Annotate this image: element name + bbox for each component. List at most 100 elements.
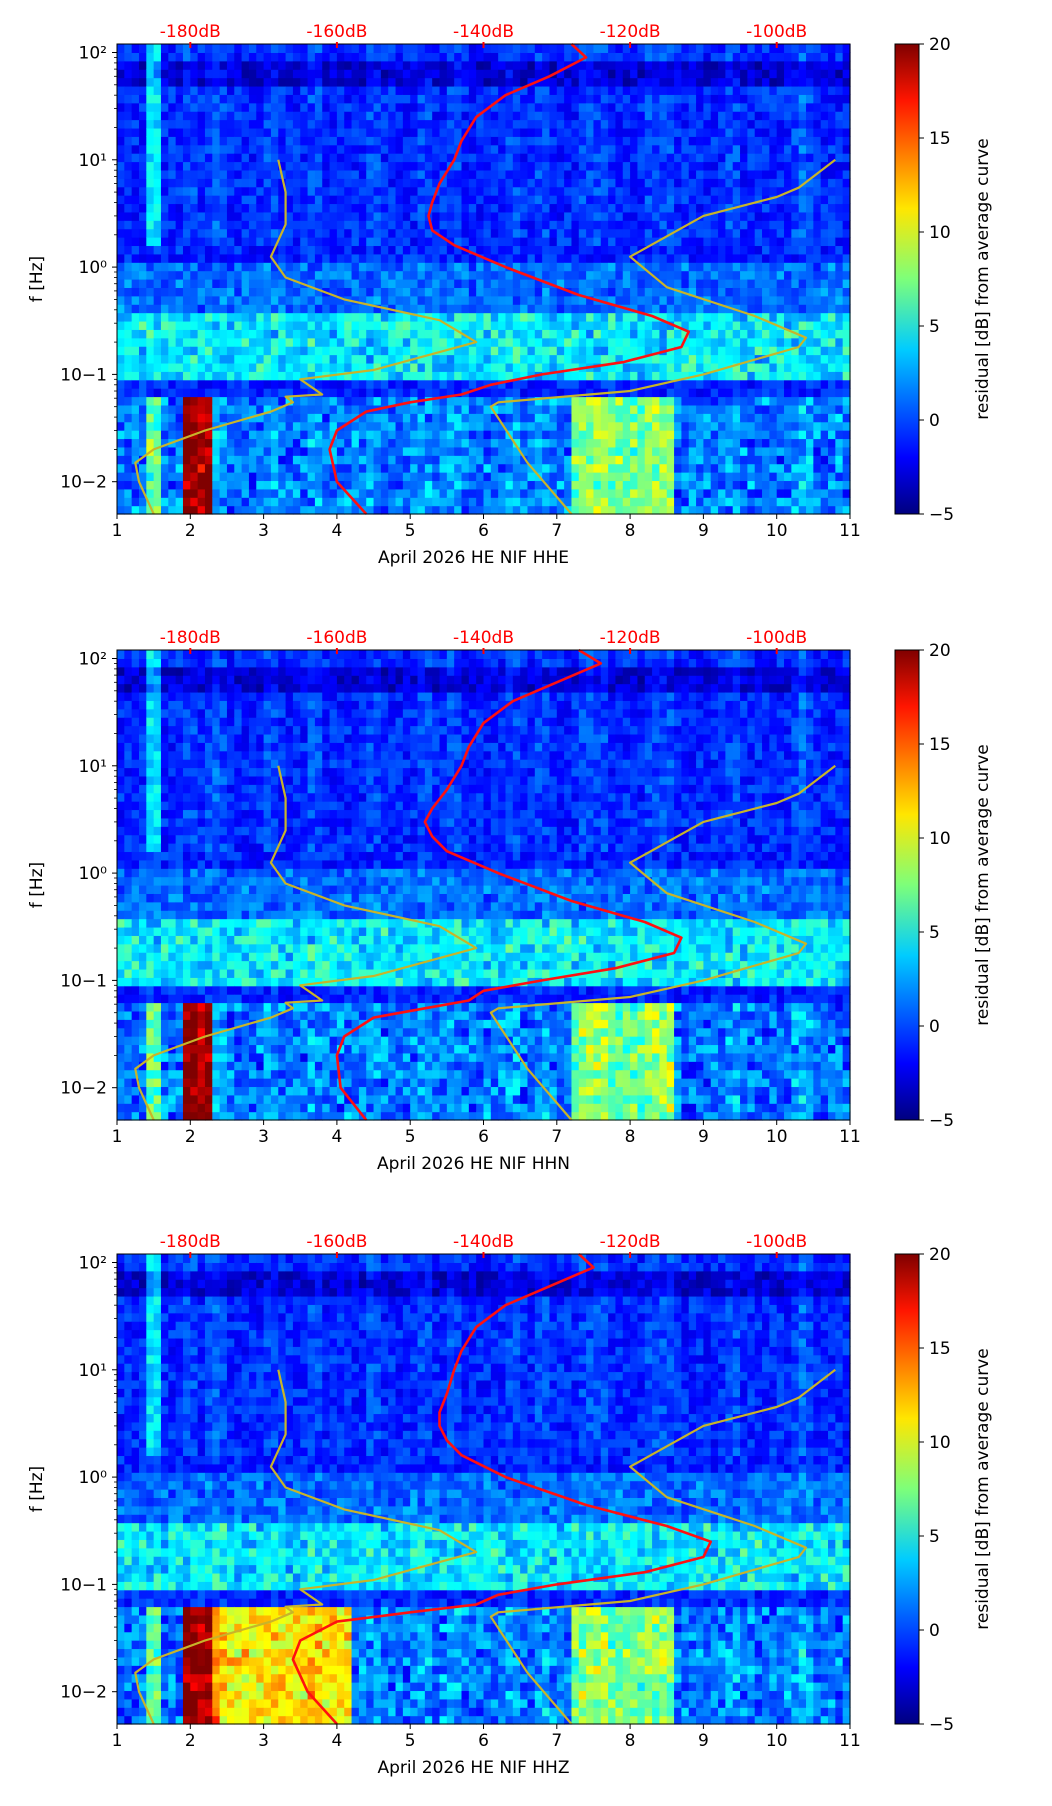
x-tick-label: 9 [698,1731,709,1751]
x-tick-label: 9 [698,521,709,541]
x-tick-label: 11 [839,1127,861,1147]
low-noise-model-curve [134,159,478,515]
x-tick-label: 9 [698,1127,709,1147]
x-tick-label: 4 [331,521,342,541]
colorbar-tick-label: 0 [929,1017,940,1037]
x-tick-label: 1 [112,1731,123,1751]
colorbar-tick-label: 0 [929,411,940,431]
db-tick-label: -180dB [160,1232,221,1252]
colorbar-tick-label: −5 [929,1715,954,1735]
x-tick-label: 4 [331,1127,342,1147]
x-tick-label: 3 [258,1127,269,1147]
x-tick-label: 2 [185,1127,196,1147]
x-tick-label: 3 [258,521,269,541]
x-tick-label: 7 [551,1127,562,1147]
db-tick-label: -120dB [600,1232,661,1252]
x-tick-label: 8 [625,1127,636,1147]
db-tick-label: -100dB [746,1232,807,1252]
colorbar: 20 15 10 5 0 −5 residual [dB] from average cur… [894,1245,993,1735]
x-tick-label: 6 [478,521,489,541]
heatmap [117,1254,851,1725]
y-tick-label: 10−2 [60,1683,107,1703]
mean-psd-curve [291,1253,713,1725]
x-tick-label: 6 [478,1731,489,1751]
colorbar-tick-label: 0 [929,1621,940,1641]
db-tick-label: -140dB [453,628,514,648]
y-tick-label: 10² [79,1253,107,1273]
spectrogram-panel-1: 1 2 3 4 5 6 7 8 9 10 11 April 2026 HE NIF HHE 10−2 10… [27,22,993,568]
y-tick-label: 10¹ [79,151,107,171]
high-noise-model-curve [489,764,836,1121]
db-tick-label: -120dB [600,22,661,42]
colorbar-tick-label: 15 [929,129,951,149]
x-tick-label: 6 [478,1127,489,1147]
db-tick-label: -120dB [600,628,661,648]
colorbar: 20 15 10 5 0 −5 residual [dB] from average cur… [894,641,993,1131]
x-tick-label: 3 [258,1731,269,1751]
y-tick-label: 10−1 [60,971,107,991]
x-tick-label: 4 [331,1731,342,1751]
x-tick-label: 11 [839,521,861,541]
spectrogram-panel-3: 1 2 3 4 5 6 7 8 9 10 11 April 2026 HE NIF HHZ 10−2 10… [27,1232,993,1778]
x-axis-label: April 2026 HE NIF HHN [377,1154,570,1174]
x-tick-label: 5 [405,1127,416,1147]
low-noise-model-curve [134,1369,478,1725]
high-noise-model-curve [489,1368,836,1725]
colorbar-tick-label: 10 [929,829,951,849]
colorbar-tick-label: 15 [929,1339,951,1359]
db-tick-label: -100dB [746,628,807,648]
colorbar-tick-label: 15 [929,735,951,755]
low-noise-model-curve [134,765,478,1121]
y-tick-label: 10¹ [79,757,107,777]
y-tick-label: 10−1 [60,365,107,385]
y-tick-label: 10−2 [60,473,107,493]
db-tick-label: -140dB [453,22,514,42]
colorbar-tick-label: −5 [929,1111,954,1131]
y-axis-label: f [Hz] [27,1466,47,1512]
mean-psd-curve [335,648,683,1121]
spectrogram-panel-2: 1 2 3 4 5 6 7 8 9 10 11 April 2026 HE NIF HHN 10−2 10… [27,628,993,1174]
x-tick-label: 10 [766,1731,788,1751]
y-axis-label: f [Hz] [27,256,47,302]
db-tick-label: -160dB [306,1232,367,1252]
x-tick-label: 2 [185,1731,196,1751]
x-tick-label: 8 [625,1731,636,1751]
x-tick-label: 8 [625,521,636,541]
x-axis-label: April 2026 HE NIF HHZ [378,1758,570,1778]
db-tick-label: -100dB [746,22,807,42]
y-tick-label: 10−1 [60,1575,107,1595]
db-tick-label: -160dB [306,628,367,648]
y-tick-label: 10⁰ [79,864,108,884]
y-tick-label: 10¹ [79,1361,107,1381]
colorbar-tick-label: 20 [929,35,951,55]
y-tick-label: 10−2 [60,1079,107,1099]
colorbar-label: residual [dB] from average curve [973,138,993,419]
x-tick-label: 10 [766,521,788,541]
colorbar-tick-label: 10 [929,223,951,243]
y-tick-label: 10² [79,649,107,669]
x-tick-label: 7 [551,1731,562,1751]
colorbar-tick-label: 20 [929,1245,951,1265]
mean-psd-curve [328,43,691,515]
colorbar: 20 15 10 5 0 −5 residual [dB] from average cur… [894,35,993,525]
db-tick-label: -160dB [306,22,367,42]
colorbar-tick-label: 5 [929,317,940,337]
x-tick-label: 10 [766,1127,788,1147]
colorbar-tick-label: 10 [929,1433,951,1453]
heatmap [117,650,851,1121]
x-tick-label: 7 [551,521,562,541]
x-axis-label: April 2026 HE NIF HHE [378,548,569,568]
colorbar-label: residual [dB] from average curve [973,1348,993,1629]
colorbar-tick-label: 5 [929,1527,940,1547]
db-tick-label: -140dB [453,1232,514,1252]
colorbar-tick-label: 5 [929,923,940,943]
x-tick-label: 2 [185,521,196,541]
y-tick-label: 10⁰ [79,258,108,278]
high-noise-model-curve [489,158,836,515]
colorbar-tick-label: 20 [929,641,951,661]
colorbar-gradient [894,649,920,1121]
x-tick-label: 5 [405,1731,416,1751]
db-tick-label: -180dB [160,628,221,648]
x-tick-label: 5 [405,521,416,541]
